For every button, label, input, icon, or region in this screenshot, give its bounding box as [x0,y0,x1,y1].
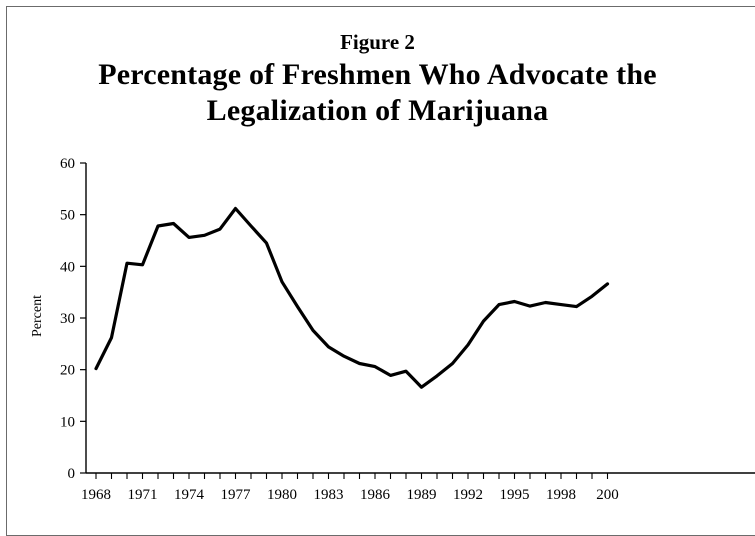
series-group [94,206,610,389]
x-tick-label: 1983 [314,487,344,503]
x-tick-label: 1980 [267,487,297,503]
chart-title-line-2: Legalization of Marijuana [206,94,549,127]
y-tick-label: 30 [60,311,75,327]
x-tick-label: 1968 [81,487,111,503]
x-tick-label: 1995 [500,487,530,503]
x-tick-label: 1986 [360,487,391,503]
y-tick-label: 20 [60,363,75,379]
x-tick-label: 1971 [128,487,158,503]
series-line [94,206,610,389]
x-axis: 1968 1971 1974 1977 1980 1983 1986 1989 1992 1995… [81,472,755,503]
x-tick-label: 1998 [546,487,576,503]
y-tick-label: 40 [60,259,75,275]
y-axis: 0 10 20 30 40 50 60 [60,156,87,482]
y-tick-label: 10 [60,414,75,430]
x-tick-label: 200 [596,487,619,503]
y-tick-label: 60 [60,156,75,172]
y-tick-label: 0 [68,466,76,482]
chart-title-line-1: Percentage of Freshmen Who Advocate the [98,58,657,91]
y-axis-label: Percent [30,295,45,337]
x-tick-label: 1974 [174,487,205,503]
x-tick-label: 1992 [453,487,483,503]
figure-label: Figure 2 [340,30,415,54]
x-tick-label: 1977 [221,487,252,503]
y-tick-label: 50 [60,208,75,224]
x-tick-label: 1989 [407,487,437,503]
